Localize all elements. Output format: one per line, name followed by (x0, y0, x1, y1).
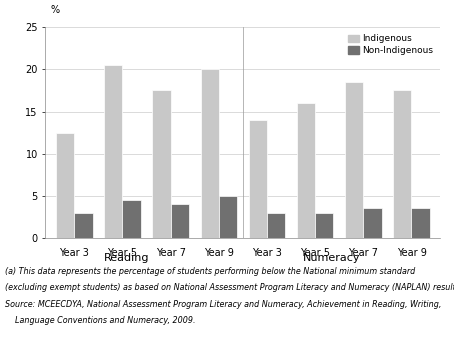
Bar (219, 196, 237, 238)
Text: (excluding exempt students) as based on National Assessment Program Literacy and: (excluding exempt students) as based on … (5, 283, 454, 292)
Bar (104, 65, 123, 238)
Bar (153, 90, 171, 238)
Bar (411, 208, 430, 238)
Text: Language Conventions and Numeracy, 2009.: Language Conventions and Numeracy, 2009. (5, 316, 195, 324)
Bar (297, 103, 315, 238)
Legend: Indigenous, Non-Indigenous: Indigenous, Non-Indigenous (345, 32, 436, 58)
Text: Reading: Reading (104, 253, 150, 263)
Text: %: % (50, 4, 59, 15)
Bar (171, 204, 189, 238)
Text: (a) This data represents the percentage of students performing below the Nationa: (a) This data represents the percentage … (5, 267, 415, 276)
Bar (56, 133, 74, 238)
Bar (315, 213, 333, 238)
Bar (345, 82, 363, 238)
Bar (74, 213, 93, 238)
Bar (201, 69, 219, 238)
Bar (249, 120, 267, 238)
Text: Source: MCEECDYA, National Assessment Program Literacy and Numeracy, Achievement: Source: MCEECDYA, National Assessment Pr… (5, 300, 441, 309)
Bar (123, 200, 141, 238)
Bar (393, 90, 411, 238)
Text: Numeracy: Numeracy (303, 253, 360, 263)
Bar (267, 213, 285, 238)
Bar (363, 208, 382, 238)
